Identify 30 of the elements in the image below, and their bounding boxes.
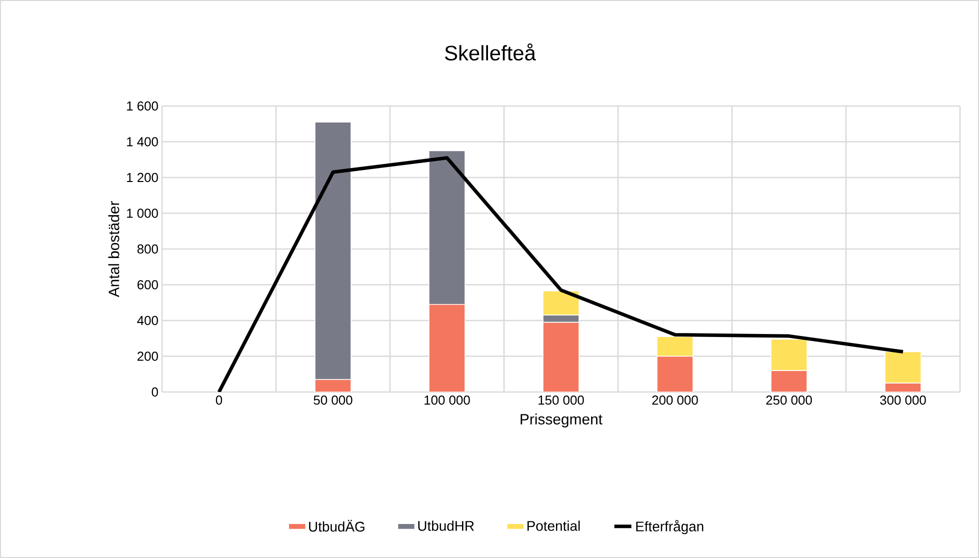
x-tick-label: 250 000 <box>766 396 812 405</box>
legend-label: UtbudHR <box>418 520 474 531</box>
legend-label: Potential <box>527 520 580 531</box>
bar <box>428 304 466 392</box>
x-axis-title: Prissegment <box>520 414 602 428</box>
bar <box>542 322 580 392</box>
x-tick-label: 200 000 <box>652 396 698 405</box>
x-tick-label: 150 000 <box>538 396 584 405</box>
x-tick-label: 0 <box>216 396 222 405</box>
line-series <box>217 156 905 392</box>
y-tick-label: 800 <box>137 244 158 254</box>
y-tick-label: 0 <box>152 387 158 397</box>
y-tick-label: 1 400 <box>127 137 158 146</box>
y-tick-label: 1 200 <box>127 172 158 182</box>
bar <box>656 356 694 392</box>
y-tick-label: 200 <box>138 352 158 361</box>
y-tick-label: 600 <box>138 280 158 290</box>
y-tick-label: 1 600 <box>127 101 158 111</box>
x-tick-label: 300 000 <box>880 396 926 405</box>
bar <box>656 336 694 357</box>
y-axis-title: Antal bostäder <box>108 201 120 298</box>
x-tick-label: 50 000 <box>314 396 352 405</box>
bar <box>770 370 808 392</box>
legend-label: UtbudÄG <box>309 520 364 532</box>
y-tick-label: 400 <box>137 316 158 326</box>
y-tick-label: 1 000 <box>127 208 158 218</box>
chart-title: Skellefteå <box>445 43 536 61</box>
legend-label: Efterfrågan <box>636 520 704 534</box>
bar <box>770 338 808 371</box>
x-tick-label: 100 000 <box>424 396 470 405</box>
